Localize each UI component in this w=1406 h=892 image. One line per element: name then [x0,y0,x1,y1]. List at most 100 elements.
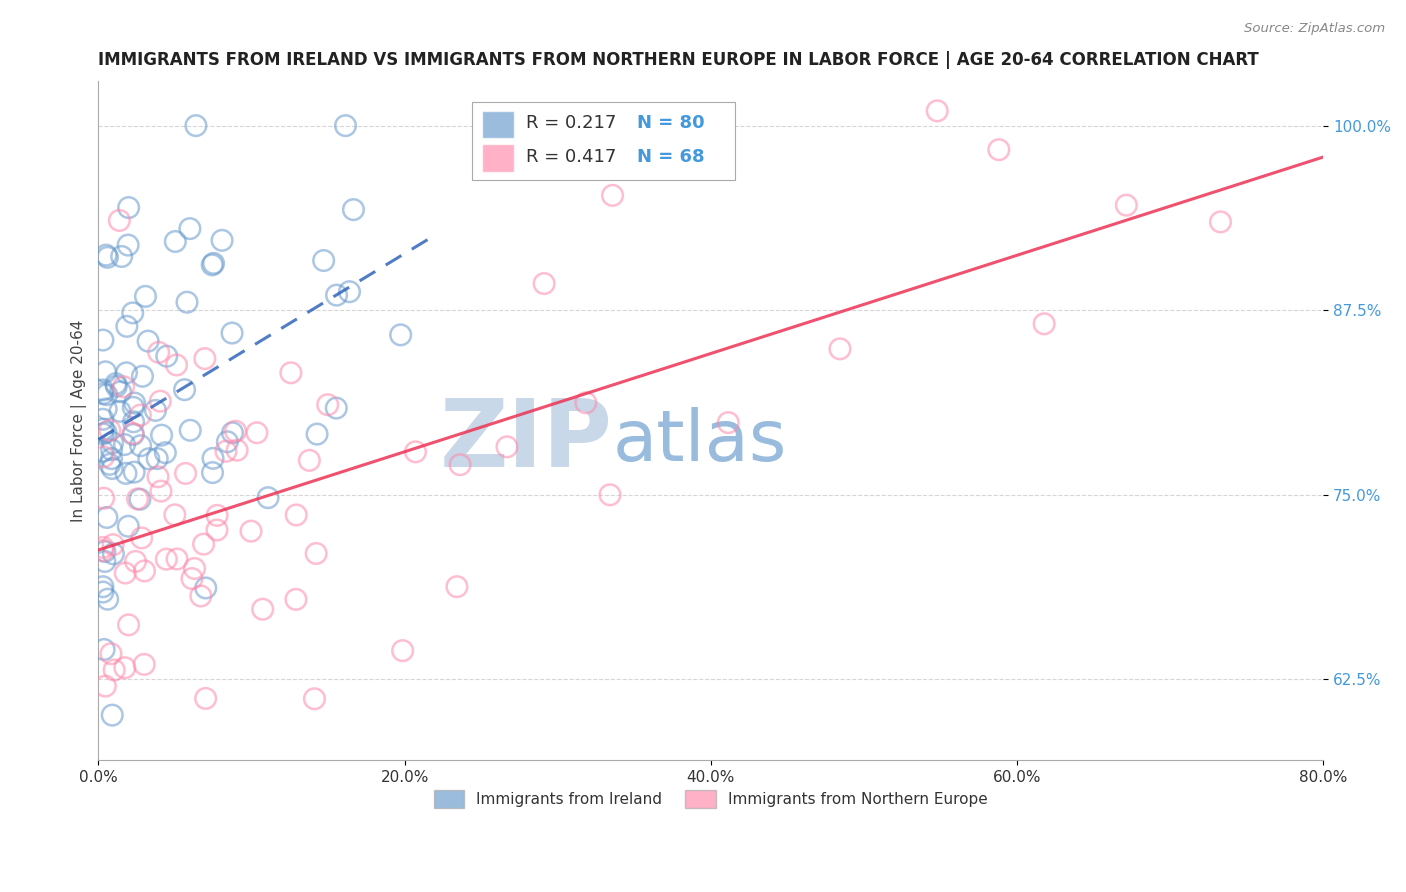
Point [91,585,114,599]
Point [257,491,280,505]
Point [304,691,326,706]
Point [94,554,117,568]
Point [114,437,136,451]
Point [1115,198,1137,212]
Point [112,380,135,394]
Point [533,277,555,291]
Point [599,488,621,502]
Point [101,538,124,552]
Point [156,349,179,363]
Point [316,398,339,412]
Point [202,451,225,466]
Point [252,602,274,616]
Point [122,427,145,442]
Point [145,403,167,417]
Point [122,426,145,441]
Point [205,508,228,523]
Point [179,221,201,235]
Point [114,661,136,675]
Point [136,334,159,348]
Point [342,202,364,217]
Point [122,415,145,429]
Point [117,201,139,215]
FancyBboxPatch shape [482,111,513,137]
Point [121,306,143,320]
Point [280,366,302,380]
Point [335,119,357,133]
Point [987,143,1010,157]
Point [129,439,152,453]
Point [211,233,233,247]
Point [149,394,172,409]
Point [194,691,217,706]
Point [246,425,269,440]
Point [134,289,156,303]
Point [93,642,115,657]
Point [97,592,120,607]
Point [174,467,197,481]
Point [114,566,136,580]
Point [173,383,195,397]
Point [202,256,225,270]
Point [155,552,177,566]
Point [155,445,177,459]
Text: R = 0.417: R = 0.417 [526,148,616,167]
Point [100,442,122,457]
Text: R = 0.217: R = 0.217 [526,114,616,132]
Point [217,434,239,449]
Point [146,469,169,483]
Point [339,285,361,299]
Point [305,546,328,560]
Point [134,657,156,672]
Point [129,492,152,507]
Point [108,213,131,227]
Point [96,510,118,524]
Point [298,453,321,467]
Point [91,412,114,426]
Point [193,537,215,551]
Point [205,523,228,537]
Point [405,445,427,459]
Point [284,592,307,607]
Point [98,424,121,438]
Point [94,248,117,262]
Point [1209,215,1232,229]
Point [104,376,127,391]
Point [91,541,114,555]
Point [312,253,335,268]
Point [134,564,156,578]
Point [391,643,413,657]
Text: Source: ZipAtlas.com: Source: ZipAtlas.com [1244,22,1385,36]
Point [103,663,125,677]
Point [96,401,118,416]
Point [149,484,172,499]
Point [179,423,201,437]
Point [166,358,188,372]
Point [285,508,308,522]
Point [828,342,851,356]
Point [100,647,122,661]
Point [150,428,173,442]
Point [91,580,114,594]
FancyBboxPatch shape [472,102,735,180]
Text: atlas: atlas [613,407,787,475]
Point [96,250,118,264]
Point [148,345,170,359]
Point [183,561,205,575]
Point [449,458,471,472]
Point [101,461,124,475]
Point [96,387,118,401]
Point [190,589,212,603]
Point [108,404,131,418]
Point [181,572,204,586]
Point [111,250,134,264]
Point [115,467,138,481]
Point [575,396,598,410]
Point [105,379,128,393]
Point [117,617,139,632]
Point [94,425,117,440]
Point [115,366,138,380]
Text: ZIP: ZIP [440,395,613,487]
Point [176,295,198,310]
Point [117,519,139,533]
